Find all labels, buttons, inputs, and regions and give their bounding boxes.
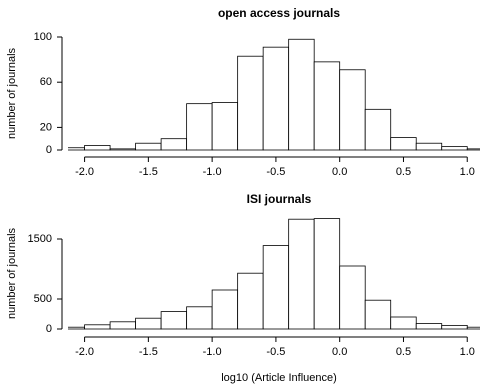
x-tick-label: 1.0 <box>460 346 475 358</box>
bar <box>466 148 480 151</box>
bar <box>441 324 468 330</box>
bar <box>339 69 366 151</box>
x-tick-label: 0.0 <box>332 166 347 178</box>
x-tick-label: 0.5 <box>396 346 411 358</box>
chart-title: ISI journals <box>247 192 312 206</box>
y-tick-label: 0 <box>46 144 52 156</box>
x-tick-label: -1.0 <box>203 346 222 358</box>
bar <box>262 46 290 151</box>
bar <box>364 108 392 151</box>
x-tick-label: 1.0 <box>460 166 475 178</box>
bar <box>211 102 239 151</box>
bar <box>339 265 366 330</box>
x-tick-label: -1.5 <box>139 166 158 178</box>
bar <box>211 289 239 330</box>
x-tick-label: -1.0 <box>203 166 222 178</box>
chart-title: open access journals <box>218 6 340 20</box>
bar <box>160 138 188 151</box>
x-tick-label: -0.5 <box>266 166 285 178</box>
bar <box>84 145 111 151</box>
bar <box>160 311 188 330</box>
bar <box>135 317 162 330</box>
bar <box>186 306 213 330</box>
bar <box>313 218 341 330</box>
x-tick-label: -0.5 <box>266 346 285 358</box>
x-axis-label: log10 (Article Influence) <box>221 372 337 384</box>
bar <box>390 137 417 151</box>
bar <box>237 272 264 330</box>
y-tick-label: 20 <box>40 121 52 133</box>
bar <box>109 321 137 330</box>
bar <box>415 323 443 330</box>
bars <box>68 218 480 330</box>
bar <box>84 324 111 330</box>
bar <box>364 299 392 330</box>
bar <box>288 218 315 330</box>
x-tick-label: -1.5 <box>139 346 158 358</box>
y-tick-label: 100 <box>34 31 52 43</box>
bar <box>288 38 315 151</box>
bar <box>415 142 443 151</box>
x-tick-label: 0.5 <box>396 166 411 178</box>
bar <box>68 326 85 330</box>
x-tick-label: 0.0 <box>332 346 347 358</box>
y-tick-label: 500 <box>34 293 52 305</box>
bar <box>466 326 480 330</box>
bar <box>237 55 264 151</box>
bar <box>68 147 85 151</box>
bar <box>186 103 213 151</box>
bar <box>313 61 341 151</box>
bar <box>262 245 290 330</box>
bar <box>441 146 468 151</box>
bar <box>390 316 417 330</box>
bar <box>135 142 162 151</box>
y-tick-label: 1500 <box>28 233 52 245</box>
bars <box>68 38 480 151</box>
bar <box>109 148 137 151</box>
y-tick-label: 60 <box>40 76 52 88</box>
x-tick-label: -2.0 <box>75 166 94 178</box>
y-tick-label: 0 <box>46 323 52 335</box>
x-tick-label: -2.0 <box>75 346 94 358</box>
y-axis-label: number of journals <box>6 47 18 139</box>
y-axis-label: number of journals <box>6 227 18 319</box>
